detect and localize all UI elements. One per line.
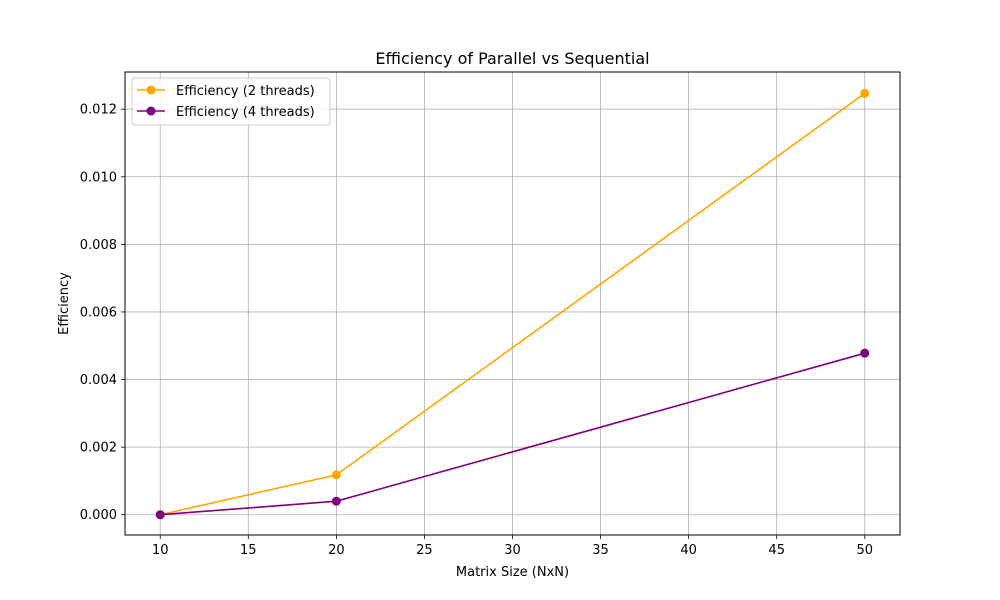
y-tick-label: 0.002 [80,441,117,456]
x-tick-label: 20 [328,543,345,558]
y-tick-label: 0.006 [80,305,117,320]
x-axis-label: Matrix Size (NxN) [456,565,569,580]
data-point [860,88,870,98]
legend-marker-4-threads [146,106,156,116]
x-tick-label: 30 [504,543,521,558]
data-point [331,496,341,506]
x-tick-label: 10 [152,543,169,558]
x-tick-label: 50 [856,543,873,558]
y-tick-label: 0.008 [80,238,117,253]
y-tick-label: 0.010 [80,170,117,185]
grid [125,72,900,535]
data-point [155,510,165,520]
data-point [860,348,870,358]
legend: Efficiency (2 threads) Efficiency (4 thr… [131,77,331,126]
chart-title: Efficiency of Parallel vs Sequential [375,49,649,68]
legend-box [131,77,331,126]
data-point [331,470,341,480]
x-tick-label: 40 [680,543,697,558]
x-tick-label: 15 [240,543,257,558]
legend-label-2-threads: Efficiency (2 threads) [176,84,315,99]
y-tick-label: 0.012 [80,103,117,118]
legend-marker-2-threads [146,85,156,95]
series-layer [155,88,870,520]
y-axis-ticks: 0.000 0.002 0.004 0.006 0.008 0.010 0.012 [80,103,125,523]
legend-label-4-threads: Efficiency (4 threads) [176,105,315,120]
x-tick-label: 25 [416,543,433,558]
x-axis-ticks: 10 15 20 25 30 35 40 45 50 [152,535,873,558]
y-tick-label: 0.004 [80,373,117,388]
x-tick-label: 35 [592,543,609,558]
x-tick-label: 45 [768,543,785,558]
y-axis-label: Efficiency [57,272,72,335]
y-tick-label: 0.000 [80,508,117,523]
series-2 [155,348,870,520]
